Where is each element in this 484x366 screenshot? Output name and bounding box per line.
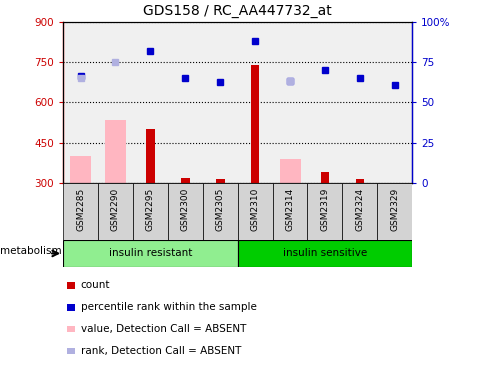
Text: GSM2300: GSM2300: [181, 187, 189, 231]
Text: GSM2295: GSM2295: [146, 187, 154, 231]
Bar: [307, 183, 342, 240]
Text: value, Detection Call = ABSENT: value, Detection Call = ABSENT: [80, 324, 245, 335]
Bar: [66, 305, 75, 310]
Bar: [237, 240, 411, 267]
Title: GDS158 / RC_AA447732_at: GDS158 / RC_AA447732_at: [143, 4, 332, 18]
Bar: [279, 159, 300, 183]
Bar: [66, 283, 75, 288]
Bar: [98, 183, 133, 240]
Text: GSM2305: GSM2305: [215, 187, 224, 231]
Text: percentile rank within the sample: percentile rank within the sample: [80, 302, 256, 313]
Bar: [202, 183, 237, 240]
Text: GSM2319: GSM2319: [320, 187, 329, 231]
Text: GSM2285: GSM2285: [76, 187, 85, 231]
Text: rank, Detection Call = ABSENT: rank, Detection Call = ABSENT: [80, 346, 241, 356]
Text: metabolism: metabolism: [0, 246, 61, 256]
Bar: [320, 172, 329, 183]
Bar: [237, 183, 272, 240]
Text: GSM2314: GSM2314: [285, 187, 294, 231]
Text: count: count: [80, 280, 110, 291]
Bar: [66, 326, 75, 332]
Bar: [215, 179, 224, 183]
Bar: [342, 183, 377, 240]
Bar: [181, 178, 189, 183]
Bar: [250, 65, 259, 183]
Text: insulin resistant: insulin resistant: [108, 249, 192, 258]
Bar: [272, 183, 307, 240]
Bar: [355, 179, 363, 183]
Bar: [66, 348, 75, 354]
Bar: [167, 183, 202, 240]
Text: insulin sensitive: insulin sensitive: [282, 249, 366, 258]
Text: GSM2324: GSM2324: [355, 187, 363, 231]
Bar: [70, 156, 91, 183]
Text: GSM2310: GSM2310: [250, 187, 259, 231]
Bar: [146, 129, 154, 183]
Bar: [105, 120, 126, 183]
Bar: [133, 183, 167, 240]
Bar: [63, 183, 98, 240]
Bar: [377, 183, 411, 240]
Text: GSM2290: GSM2290: [111, 187, 120, 231]
Text: GSM2329: GSM2329: [390, 187, 398, 231]
Bar: [63, 240, 237, 267]
